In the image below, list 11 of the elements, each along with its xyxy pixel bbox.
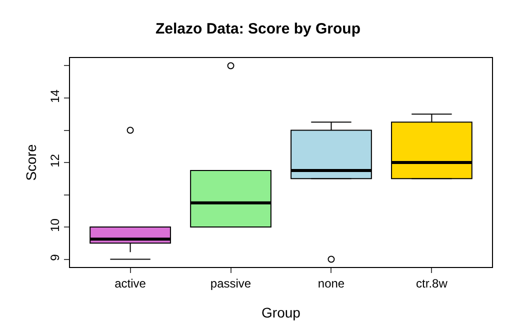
chart-title: Zelazo Data: Score by Group: [155, 20, 361, 38]
y-tick-label: 14: [48, 89, 62, 103]
x-tick-label: active: [114, 276, 146, 290]
y-tick-label: 9: [48, 254, 62, 261]
x-tick-label: ctr.8w: [416, 276, 448, 290]
x-axis-title: Group: [262, 304, 301, 321]
x-tick-label: passive: [210, 276, 252, 290]
x-tick-label: none: [318, 276, 345, 290]
y-tick-label: 10: [48, 218, 62, 232]
y-axis-title: Score: [22, 144, 39, 181]
y-tick-label: 12: [48, 154, 62, 168]
